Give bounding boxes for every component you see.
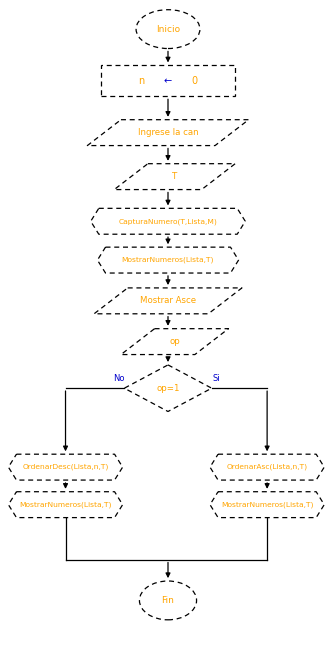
Bar <box>101 65 235 96</box>
Text: T: T <box>172 172 177 181</box>
Text: op: op <box>169 337 180 346</box>
Text: ←: ← <box>164 76 172 86</box>
Text: Mostrar Asce: Mostrar Asce <box>140 296 196 305</box>
Text: Fin: Fin <box>162 596 174 605</box>
Text: op=1: op=1 <box>156 384 180 393</box>
Text: MostrarNumeros(Lista,T): MostrarNumeros(Lista,T) <box>221 501 313 508</box>
Text: MostrarNumeros(Lista,T): MostrarNumeros(Lista,T) <box>19 501 112 508</box>
Text: OrdenarDesc(Lista,n,T): OrdenarDesc(Lista,n,T) <box>22 464 109 470</box>
Text: n: n <box>138 76 144 86</box>
Text: OrdenarAsc(Lista,n,T): OrdenarAsc(Lista,n,T) <box>226 464 308 470</box>
Text: Inicio: Inicio <box>156 25 180 34</box>
Text: 0: 0 <box>192 76 198 86</box>
Text: CapturaNumero(T,Lista,M): CapturaNumero(T,Lista,M) <box>119 218 217 225</box>
Text: Si: Si <box>213 374 220 383</box>
Text: Ingrese la can: Ingrese la can <box>138 128 198 137</box>
Text: No: No <box>114 374 125 383</box>
Text: MostrarNumeros(Lista,T): MostrarNumeros(Lista,T) <box>122 257 214 263</box>
